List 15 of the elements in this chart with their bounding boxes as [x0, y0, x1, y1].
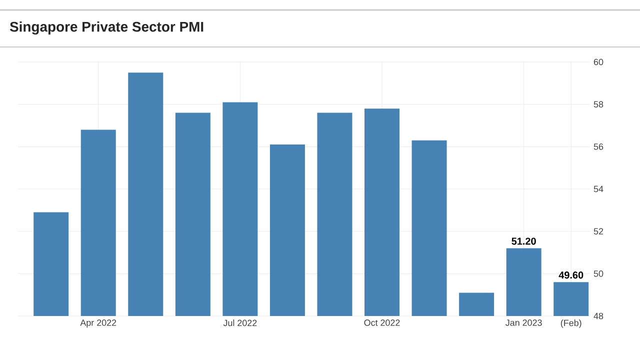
y-tick-label: 54 — [594, 186, 604, 192]
y-tick-label: 52 — [594, 228, 604, 235]
y-tick-label: 50 — [594, 270, 604, 277]
y-tick-label: 58 — [594, 101, 604, 108]
x-tick-label: Jul 2022 — [223, 320, 257, 326]
y-tick-label: 56 — [594, 143, 604, 150]
y-tick-label: 48 — [594, 312, 604, 320]
data-label: 49.60 — [558, 272, 584, 279]
x-tick-label: Apr 2022 — [80, 320, 116, 328]
data-label: 51.20 — [512, 238, 536, 245]
x-tick-label: Oct 2022 — [364, 320, 400, 326]
x-tick-label: (Feb) — [560, 320, 582, 328]
x-tick-label: Jan 2023 — [506, 320, 542, 326]
chart-title: Singapore Private Sector PMI — [10, 21, 204, 35]
y-tick-label: 60 — [594, 58, 604, 66]
